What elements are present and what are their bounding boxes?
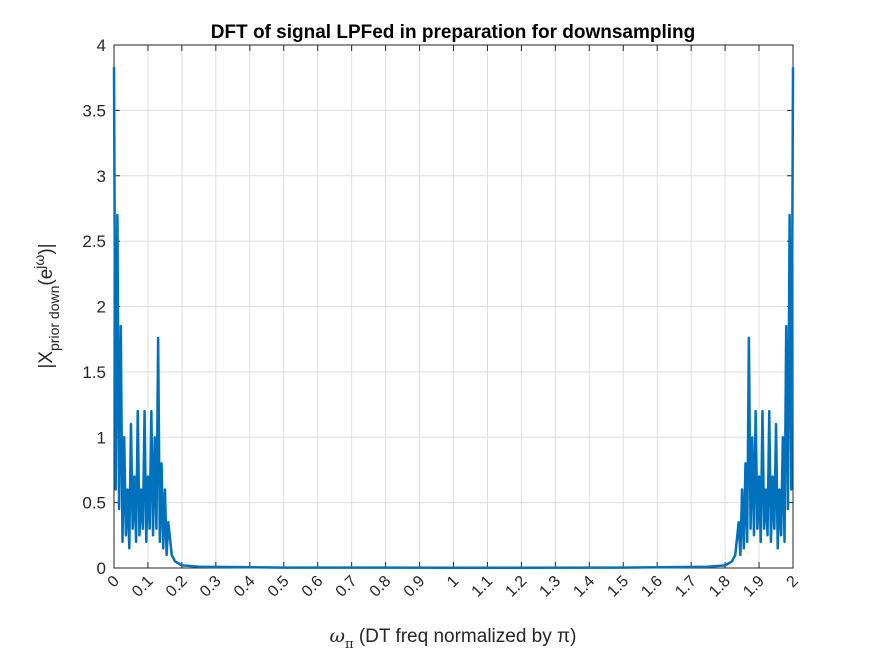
y-label-sup: jω <box>31 255 47 270</box>
x-axis-label: ωπ (DT freq normalized by π) <box>330 625 577 652</box>
y-label-mid: (e <box>36 269 57 286</box>
y-tick-label: 1 <box>97 428 106 447</box>
y-tick-label: 3 <box>97 167 106 186</box>
y-tick-label: 2 <box>97 298 106 317</box>
y-axis-label: |Xprior down(ejω)| <box>31 243 62 368</box>
y-tick-label: 3.5 <box>82 101 106 120</box>
y-tick-label: 0.5 <box>82 494 106 513</box>
y-label-main: |X <box>36 351 57 369</box>
x-label-symbol: ω <box>330 625 346 647</box>
x-label-rest: (DT freq normalized by π) <box>354 626 577 647</box>
y-label-end: )| <box>36 243 57 254</box>
chart-title: DFT of signal LPFed in preparation for d… <box>211 22 696 43</box>
y-label-sub: prior down <box>46 286 62 351</box>
y-tick-label: 4 <box>97 36 106 55</box>
y-tick-label: 1.5 <box>82 363 106 382</box>
y-tick-label: 2.5 <box>82 232 106 251</box>
x-label-sub: π <box>345 637 354 652</box>
y-tick-label: 0 <box>97 559 106 578</box>
data-line <box>112 67 795 569</box>
